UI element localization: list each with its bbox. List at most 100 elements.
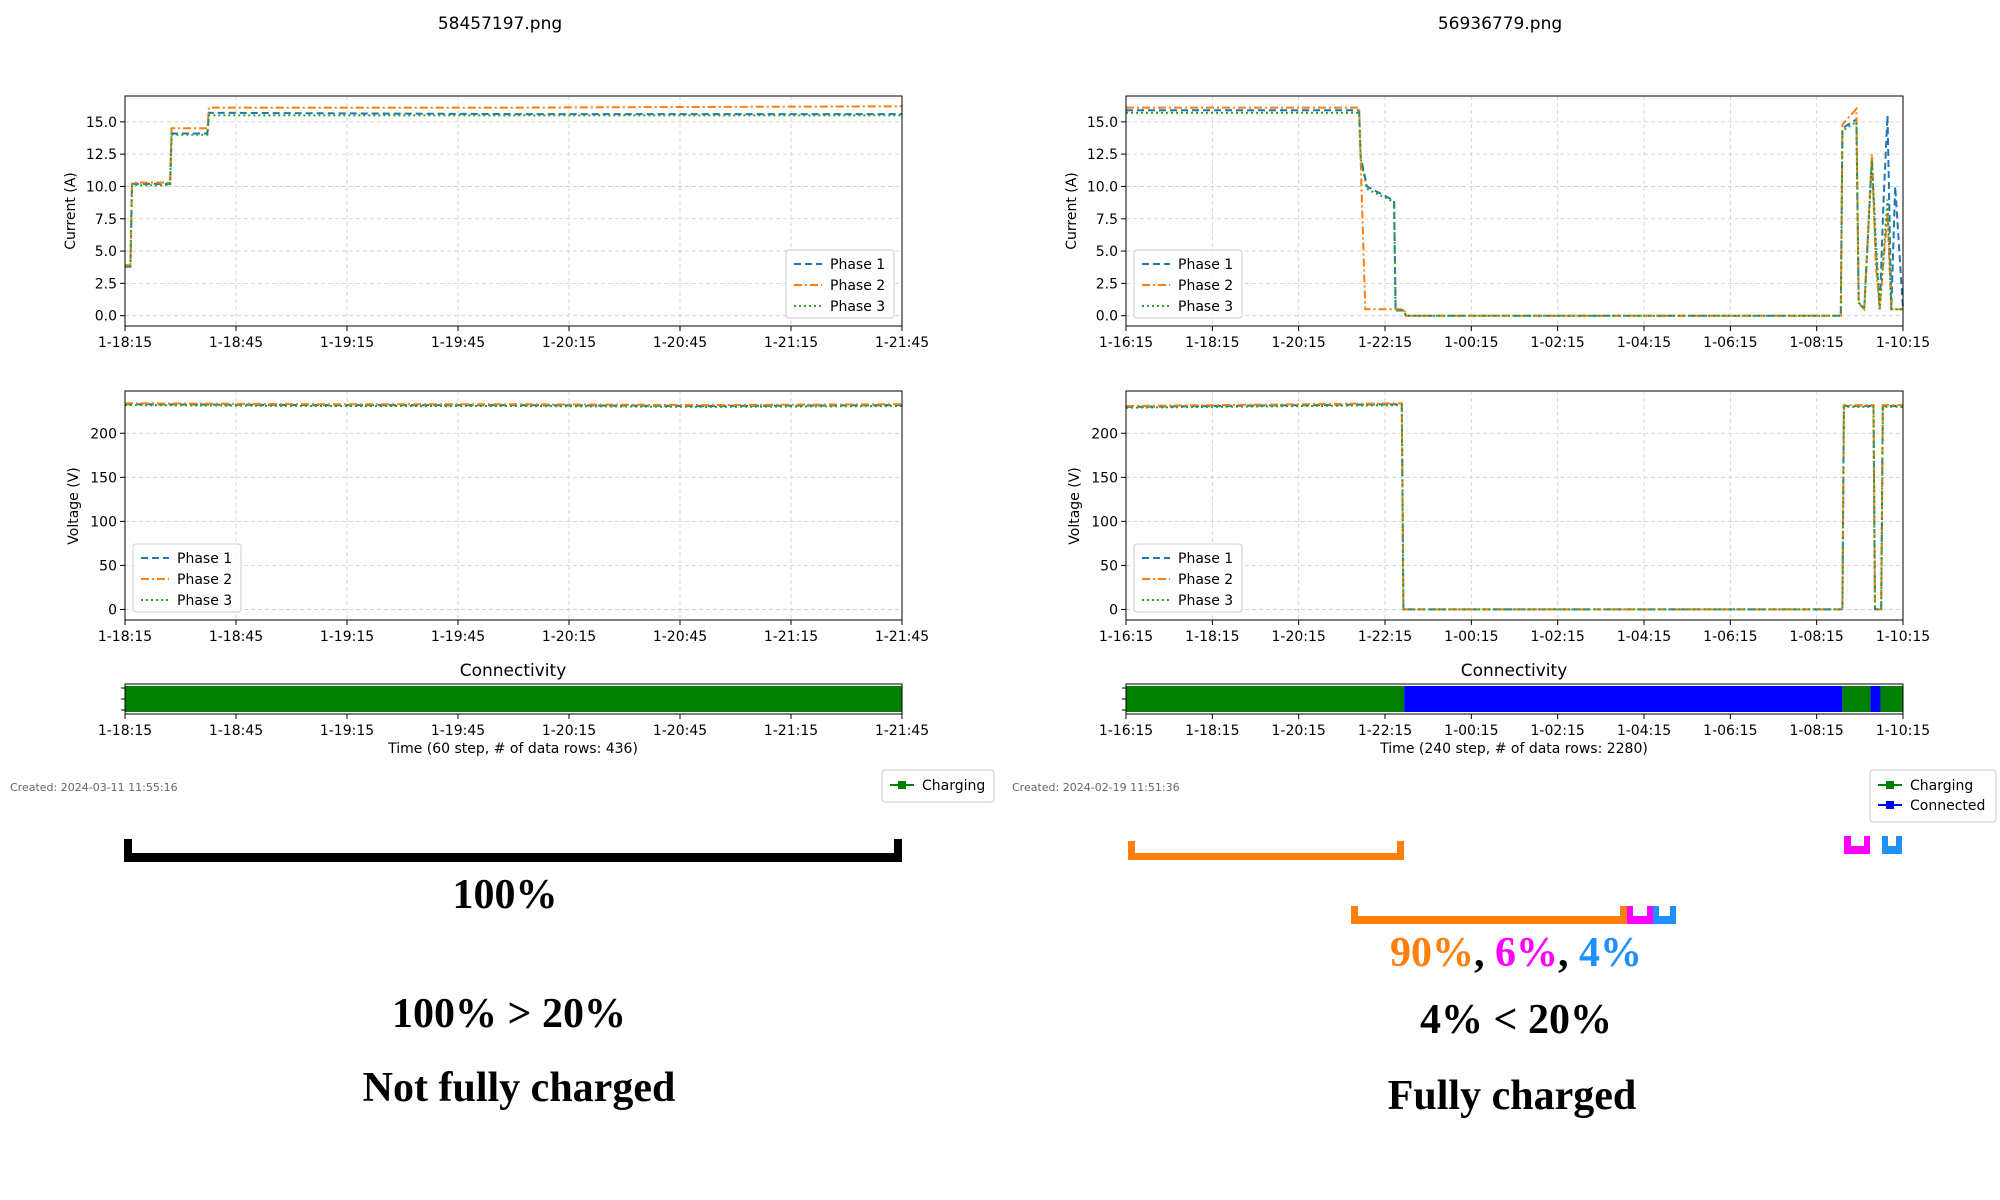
x-tick-label: 1-08:15	[1790, 723, 1844, 739]
bracket-tick	[124, 839, 132, 862]
comparison-text: 100% > 20%	[392, 991, 626, 1037]
bracket-percent-list: 90%, 6%, 4%	[1390, 930, 1642, 976]
series-line-phase-2	[124, 402, 903, 407]
legend-box	[881, 769, 995, 803]
legend-label: Phase 1	[177, 551, 232, 567]
y-tick-label: 15.0	[1087, 115, 1118, 131]
legend-label: Charging	[922, 778, 985, 794]
connectivity-segment-charging	[125, 686, 902, 712]
legend-box	[785, 249, 895, 319]
y-tick-label: 12.5	[1087, 147, 1118, 163]
x-tick-label: 1-06:15	[1703, 723, 1757, 739]
legend: Phase 1 Phase 2 Phase 3	[1133, 249, 1243, 319]
y-tick-label: 10.0	[1087, 179, 1118, 195]
created-timestamp: Created: 2024-03-11 11:55:16	[10, 781, 178, 794]
legend-swatch-marker	[1886, 801, 1894, 809]
legend: Phase 1 Phase 2 Phase 3	[785, 249, 895, 319]
x-tick-label: 1-20:45	[653, 723, 707, 739]
bracket-percent-label: 100%	[453, 872, 558, 918]
bracket-tick	[894, 839, 902, 862]
x-tick-label: 1-19:15	[320, 629, 374, 645]
series-line-phase-2	[125, 105, 903, 267]
y-tick-label: 200	[90, 426, 117, 442]
x-tick-label: 1-16:15	[1099, 629, 1153, 645]
y-tick-label: 0.0	[1096, 309, 1118, 325]
x-tick-label: 1-20:45	[653, 629, 707, 645]
bracket-right-charging-magenta	[1844, 836, 1870, 854]
x-tick-label: 1-00:15	[1444, 335, 1498, 351]
x-tick-label: 1-20:15	[1272, 723, 1326, 739]
percent-blue: 4%	[1579, 930, 1642, 976]
bracket-tick	[1397, 841, 1404, 860]
bracket-bar	[1844, 846, 1870, 854]
legend-box	[1133, 543, 1243, 613]
axes-frame	[1125, 95, 1904, 327]
y-tick-label: 0.0	[95, 309, 117, 325]
axes-frame	[124, 95, 903, 327]
bracket-bar	[1882, 846, 1902, 854]
connectivity-segment-connected	[1404, 686, 1843, 712]
x-tick-label: 1-16:15	[1099, 335, 1153, 351]
y-tick-label: 12.5	[86, 147, 117, 163]
x-tick-label: 1-08:15	[1790, 335, 1844, 351]
x-tick-label: 1-00:15	[1444, 629, 1498, 645]
bracket-tick	[1351, 906, 1358, 924]
legend-box	[132, 543, 242, 613]
x-tick-label: 1-02:15	[1531, 723, 1585, 739]
x-tick-label: 1-18:45	[209, 629, 263, 645]
connectivity-title: Connectivity	[1461, 661, 1568, 681]
voltage-ylabel: Voltage (V)	[66, 467, 82, 544]
legend-label: Phase 3	[830, 299, 885, 315]
connectivity-xlabel: Time (240 step, # of data rows: 2280)	[1379, 741, 1648, 757]
legend-label: Phase 3	[1178, 299, 1233, 315]
x-tick-label: 1-20:15	[542, 629, 596, 645]
y-tick-label: 10.0	[86, 179, 117, 195]
percent-separator: ,	[1474, 930, 1495, 976]
x-tick-label: 1-20:15	[542, 335, 596, 351]
y-tick-label: 50	[1100, 558, 1118, 574]
bracket-tick	[1882, 836, 1888, 854]
axes-frame	[124, 390, 903, 621]
bracket-bar	[1128, 853, 1404, 860]
current-chart-panel-1: 0.0 2.5 5.0 7.5 10.0 12.5 15.0 1-16:15 1-18:15 1-…	[1087, 95, 1930, 351]
bracket-bar-magenta	[1627, 916, 1653, 924]
legend-label: Phase 2	[830, 278, 885, 294]
x-tick-label: 1-02:15	[1531, 629, 1585, 645]
x-tick-label: 1-19:15	[320, 723, 374, 739]
x-tick-label: 1-22:15	[1358, 723, 1412, 739]
x-tick-label: 1-06:15	[1703, 629, 1757, 645]
series-line-phase-3	[1125, 404, 1903, 611]
legend-box	[1133, 249, 1243, 319]
x-tick-label: 1-04:15	[1617, 335, 1671, 351]
x-tick-label: 1-04:15	[1617, 629, 1671, 645]
verdict-text: Not fully charged	[363, 1065, 676, 1111]
y-tick-label: 100	[1091, 514, 1118, 530]
panel-filename: 58457197.png	[438, 14, 562, 34]
x-tick-label: 1-18:15	[1185, 335, 1239, 351]
y-tick-label: 150	[90, 470, 117, 486]
voltage-chart-panel-1: 0 50 100 150 200 1-16:15 1-18:15 1-20:15 1-22:15…	[1091, 390, 1930, 645]
series-line-phase-2	[1126, 106, 1903, 317]
x-tick-label: 1-20:15	[542, 723, 596, 739]
x-tick-label: 1-18:45	[209, 335, 263, 351]
x-tick-label: 1-22:15	[1358, 629, 1412, 645]
connectivity-legend: Charging Connected	[1869, 769, 1997, 823]
voltage-ylabel: Voltage (V)	[1067, 467, 1083, 544]
y-tick-label: 50	[99, 558, 117, 574]
panel-left: 58457197.png Current (A) Voltage (V) Con…	[10, 14, 675, 1111]
x-tick-label: 1-21:45	[875, 629, 929, 645]
connectivity-chart-panel-1: 1-16:15 1-18:15 1-20:15 1-22:15 1-00:15 1-02:…	[1099, 683, 1997, 823]
series-line-phase-3	[1126, 111, 1903, 317]
y-tick-label: 2.5	[1096, 276, 1118, 292]
connectivity-title: Connectivity	[460, 661, 567, 681]
x-tick-label: 1-20:45	[653, 335, 707, 351]
y-tick-label: 2.5	[95, 276, 117, 292]
legend-label: Phase 1	[830, 257, 885, 273]
x-tick-label: 1-21:15	[764, 335, 818, 351]
legend-label: Phase 2	[1178, 278, 1233, 294]
x-tick-label: 1-18:15	[98, 723, 152, 739]
percent-magenta: 6%	[1495, 930, 1558, 976]
bracket-right-charging-orange	[1128, 841, 1404, 860]
x-tick-label: 1-10:15	[1876, 335, 1930, 351]
